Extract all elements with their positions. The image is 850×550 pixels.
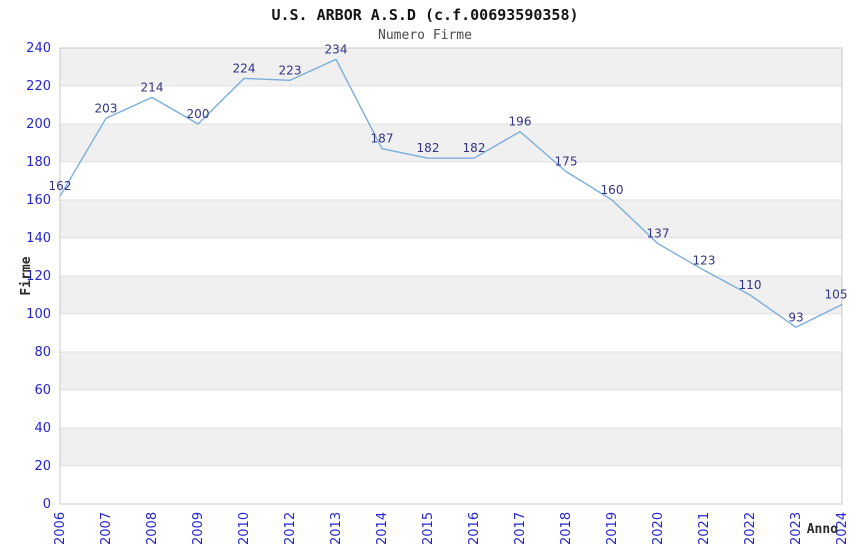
plot-band xyxy=(60,200,842,238)
value-label: 200 xyxy=(187,107,210,121)
value-label: 224 xyxy=(233,61,256,75)
y-tick-label: 220 xyxy=(26,79,51,94)
value-label: 162 xyxy=(49,179,72,193)
data-line xyxy=(59,58,843,328)
y-tick-label: 40 xyxy=(34,421,51,436)
value-label: 137 xyxy=(647,227,670,241)
chart-subtitle: Numero Firme xyxy=(378,28,472,43)
x-tick-label: 2015 xyxy=(421,512,436,545)
value-label: 214 xyxy=(141,80,164,94)
value-label: 203 xyxy=(95,101,118,115)
x-tick-label: 2008 xyxy=(145,512,160,545)
x-tick-label: 2010 xyxy=(237,512,252,545)
value-label: 105 xyxy=(825,288,848,302)
y-tick-label: 60 xyxy=(34,383,51,398)
x-tick-label: 2014 xyxy=(375,512,390,545)
y-tick-label: 120 xyxy=(26,269,51,284)
value-label: 110 xyxy=(739,278,762,292)
y-tick-label: 80 xyxy=(34,345,51,360)
x-tick-label: 2016 xyxy=(467,512,482,545)
plot-band xyxy=(60,48,842,86)
x-tick-label: 2017 xyxy=(513,512,528,545)
plot-band xyxy=(60,428,842,466)
x-tick-label: 2021 xyxy=(697,512,712,545)
value-label: 234 xyxy=(325,42,348,56)
y-axis-label: Firme xyxy=(19,256,34,295)
value-label: 182 xyxy=(417,141,440,155)
value-label: 196 xyxy=(509,115,532,129)
x-tick-label: 2006 xyxy=(53,512,68,545)
x-tick-label: 2023 xyxy=(789,512,804,545)
x-tick-label: 2012 xyxy=(283,512,298,545)
x-tick-label: 2009 xyxy=(191,512,206,545)
value-label: 93 xyxy=(788,310,803,324)
y-tick-label: 200 xyxy=(26,117,51,132)
x-tick-label: 2018 xyxy=(559,512,574,545)
x-tick-label: 2020 xyxy=(651,512,666,545)
y-tick-label: 160 xyxy=(26,193,51,208)
y-tick-label: 180 xyxy=(26,155,51,170)
x-axis-label: Anno xyxy=(807,522,838,537)
x-tick-label: 2022 xyxy=(743,512,758,545)
plot-border xyxy=(59,47,843,505)
chart-title: U.S. ARBOR A.S.D (c.f.00693590358) xyxy=(271,6,579,24)
y-tick-label: 20 xyxy=(34,459,51,474)
plot-band xyxy=(60,124,842,162)
plot-band xyxy=(60,276,842,314)
y-tick-label: 100 xyxy=(26,307,51,322)
x-tick-label: 2007 xyxy=(99,512,114,545)
y-tick-label: 240 xyxy=(26,41,51,56)
value-label: 182 xyxy=(463,141,486,155)
value-label: 160 xyxy=(601,183,624,197)
value-label: 187 xyxy=(371,132,394,146)
value-label: 175 xyxy=(555,155,578,169)
value-label: 223 xyxy=(279,63,302,77)
plot-band xyxy=(60,352,842,390)
value-label: 123 xyxy=(693,253,716,267)
x-tick-label: 2024 xyxy=(835,512,850,545)
y-tick-label: 140 xyxy=(26,231,51,246)
x-tick-label: 2019 xyxy=(605,512,620,545)
y-tick-label: 0 xyxy=(43,497,51,512)
x-tick-label: 2013 xyxy=(329,512,344,545)
